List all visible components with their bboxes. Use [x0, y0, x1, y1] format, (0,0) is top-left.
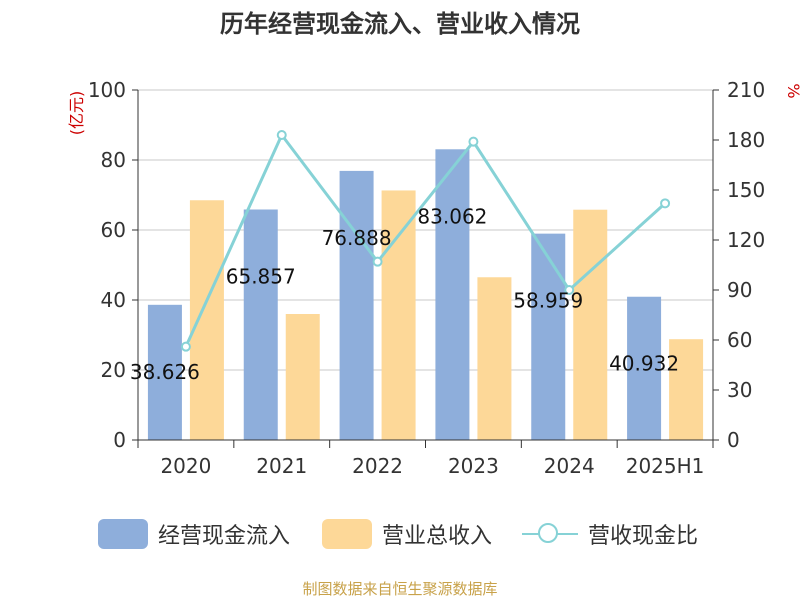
inflow-data-label: 58.959 [513, 289, 583, 313]
y-right-tick-label: 180 [727, 128, 765, 152]
bar-revenue [381, 190, 416, 440]
y-right-tick-label: 120 [727, 228, 765, 252]
y-right-tick-label: 210 [727, 78, 765, 102]
inflow-data-label: 65.857 [226, 265, 296, 289]
chart-title: 历年经营现金流入、营业收入情况 [220, 10, 580, 38]
y-left-tick-label: 100 [88, 78, 126, 102]
legend: 经营现金流入 营业总收入 营收现金比 [0, 516, 800, 556]
bar-revenue [477, 277, 512, 440]
y-right-tick-label: 60 [727, 328, 752, 352]
ratio-point [468, 136, 479, 147]
ratio-point [180, 341, 191, 352]
y-right-tick-label: 30 [727, 378, 752, 402]
x-tick-label: 2025H1 [626, 454, 705, 478]
bar-revenue [573, 209, 608, 440]
bar-inflow [339, 170, 374, 440]
ratio-point [564, 285, 575, 295]
y-left-tick-label: 20 [101, 358, 126, 382]
x-tick-label: 2020 [160, 454, 211, 478]
legend-item-revenue[interactable]: 营业总收入 [322, 516, 492, 552]
inflow-data-label: 76.888 [322, 226, 392, 250]
y-right-tick-label: 90 [727, 278, 752, 302]
inflow-data-label: 40.932 [609, 352, 679, 376]
bar-inflow [147, 304, 182, 440]
legend-item-ratio[interactable]: 营收现金比 [522, 516, 698, 552]
x-tick-label: 2022 [352, 454, 403, 478]
bar-inflow [531, 233, 566, 440]
legend-swatch-revenue [322, 519, 372, 549]
y-right-tick-label: 150 [727, 178, 765, 202]
ratio-point [276, 130, 287, 140]
legend-label-inflow: 经营现金流入 [158, 524, 291, 549]
y-right-axis-label: % [784, 83, 800, 98]
x-tick-label: 2024 [544, 454, 595, 478]
legend-swatch-ratio [522, 519, 578, 549]
ratio-point [660, 198, 671, 209]
bar-revenue [285, 314, 320, 440]
ratio-line [184, 132, 667, 348]
source-note: 制图数据来自恒生聚源数据库 [302, 580, 498, 598]
bar-revenue [669, 339, 704, 440]
ratio-point [372, 256, 383, 267]
inflow-data-label: 83.062 [417, 204, 487, 228]
legend-label-ratio: 营收现金比 [588, 524, 699, 549]
inflow-data-label: 38.626 [130, 360, 200, 384]
bar-inflow [243, 209, 278, 440]
y-left-tick-label: 80 [101, 148, 126, 172]
bar-inflow [435, 149, 470, 440]
y-left-tick-label: 60 [101, 218, 126, 242]
y-left-tick-label: 0 [113, 428, 126, 452]
bar-inflow [627, 296, 662, 440]
legend-label-revenue: 营业总收入 [382, 524, 493, 549]
x-tick-label: 2023 [448, 454, 499, 478]
bar-revenue [189, 200, 224, 440]
legend-swatch-inflow [98, 519, 148, 549]
legend-item-inflow[interactable]: 经营现金流入 [98, 516, 290, 552]
y-left-axis-label: (亿元) [67, 91, 86, 136]
y-right-tick-label: 0 [727, 428, 740, 452]
y-left-tick-label: 40 [101, 288, 126, 312]
x-tick-label: 2021 [256, 454, 307, 478]
